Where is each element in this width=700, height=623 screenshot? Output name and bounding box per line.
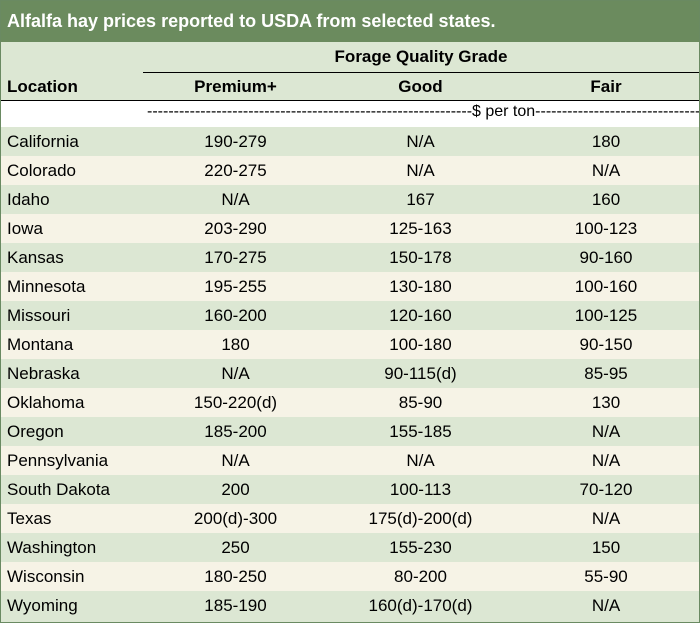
table-row: Missouri 160-200 120-160 100-125	[1, 301, 699, 330]
location-cell: Wisconsin	[7, 567, 85, 586]
good-cell: N/A	[406, 451, 435, 470]
good-cell: 155-185	[389, 422, 452, 441]
good-cell: 175(d)-200(d)	[368, 509, 473, 528]
premium-cell: N/A	[221, 364, 250, 383]
premium-cell: 220-275	[204, 161, 267, 180]
location-cell: South Dakota	[7, 480, 111, 499]
table-row: Wyoming 185-190 160(d)-170(d) N/A	[1, 591, 699, 620]
table-row: Colorado 220-275 N/A N/A	[1, 156, 699, 185]
fair-cell: 100-160	[574, 277, 638, 296]
table-row: Oregon 185-200 155-185 N/A	[1, 417, 699, 446]
premium-cell: 250	[221, 538, 250, 557]
table-row: Oklahoma 150-220(d) 85-90 130	[1, 388, 699, 417]
column-header-good: Good	[398, 77, 443, 96]
column-header-location: Location	[7, 77, 78, 96]
table-row: Minnesota 195-255 130-180 100-160	[1, 272, 699, 301]
fair-cell: N/A	[591, 422, 621, 441]
location-cell: Nebraska	[7, 364, 80, 383]
fair-cell: N/A	[591, 161, 621, 180]
fair-cell: 150	[591, 538, 621, 557]
premium-cell: 185-200	[204, 422, 267, 441]
location-cell: Colorado	[7, 161, 76, 180]
location-cell: Oklahoma	[7, 393, 85, 412]
location-cell: Idaho	[7, 190, 50, 209]
premium-cell: 200(d)-300	[193, 509, 278, 528]
table-row: Idaho N/A 167 160	[1, 185, 699, 214]
good-cell: 100-180	[389, 335, 452, 354]
good-cell: 160(d)-170(d)	[368, 596, 473, 615]
table-row: Iowa 203-290 125-163 100-123	[1, 214, 699, 243]
table-row: Wisconsin 180-250 80-200 55-90	[1, 562, 699, 591]
fair-cell: 180	[591, 132, 621, 151]
good-cell: 120-160	[389, 306, 452, 325]
table-body: California 190-279 N/A 180 Colorado 220-275 N…	[1, 127, 699, 620]
unit-label: ----------------------------------------…	[147, 103, 699, 120]
fair-cell: 130	[591, 393, 621, 412]
column-header-premium: Premium+	[194, 77, 277, 96]
good-cell: 130-180	[389, 277, 452, 296]
premium-cell: 195-255	[204, 277, 267, 296]
good-cell: 125-163	[389, 219, 452, 238]
good-cell: 167	[406, 190, 435, 209]
premium-cell: 170-275	[204, 248, 267, 267]
fair-cell: N/A	[591, 596, 621, 615]
good-cell: N/A	[406, 161, 435, 180]
fair-cell: 85-95	[584, 364, 628, 383]
fair-cell: 90-160	[579, 248, 633, 267]
fair-cell: N/A	[591, 509, 621, 528]
table-row: Kansas 170-275 150-178 90-160	[1, 243, 699, 272]
good-cell: 90-115(d)	[384, 364, 457, 383]
location-cell: Oregon	[7, 422, 64, 441]
premium-cell: 180-250	[204, 567, 267, 586]
table-row: South Dakota 200 100-113 70-120	[1, 475, 699, 504]
group-header: Forage Quality Grade	[334, 47, 508, 66]
location-cell: Missouri	[7, 306, 71, 325]
location-cell: Pennsylvania	[7, 451, 109, 470]
group-header-rule	[143, 72, 699, 73]
good-cell: 150-178	[389, 248, 452, 267]
good-cell: 100-113	[389, 480, 452, 499]
fair-cell: 160	[591, 190, 621, 209]
good-cell: N/A	[406, 132, 435, 151]
header-rule	[1, 100, 699, 101]
location-cell: Kansas	[7, 248, 64, 267]
premium-cell: 203-290	[204, 219, 267, 238]
good-cell: 80-200	[394, 567, 447, 586]
location-cell: Washington	[7, 538, 97, 557]
table-row: California 190-279 N/A 180	[1, 127, 699, 156]
location-cell: Texas	[7, 509, 52, 528]
premium-cell: 160-200	[204, 306, 267, 325]
premium-cell: N/A	[221, 190, 250, 209]
premium-cell: 200	[221, 480, 250, 499]
location-cell: Iowa	[7, 219, 43, 238]
premium-cell: 185-190	[204, 596, 267, 615]
table-row: Pennsylvania N/A N/A N/A	[1, 446, 699, 475]
premium-cell: 150-220(d)	[193, 393, 278, 412]
table-row: Washington 250 155-230 150	[1, 533, 699, 562]
table-row: Nebraska N/A 90-115(d) 85-95	[1, 359, 699, 388]
fair-cell: 90-150	[579, 335, 633, 354]
fair-cell: 70-120	[579, 480, 633, 499]
fair-cell: N/A	[591, 451, 621, 470]
good-cell: 155-230	[389, 538, 452, 557]
good-cell: 85-90	[398, 393, 443, 412]
table-row: Montana 180 100-180 90-150	[1, 330, 699, 359]
column-header-fair: Fair	[590, 77, 622, 96]
table-row: Texas 200(d)-300 175(d)-200(d) N/A	[1, 504, 699, 533]
unit-row: ----------------------------------------…	[1, 101, 699, 127]
location-cell: Montana	[7, 335, 74, 354]
table-header: Forage Quality Grade Location Premium+ G…	[1, 42, 699, 101]
premium-cell: 190-279	[204, 132, 267, 151]
fair-cell: 100-125	[574, 306, 638, 325]
premium-cell: 180	[221, 335, 250, 354]
fair-cell: 100-123	[574, 219, 638, 238]
table-title: Alfalfa hay prices reported to USDA from…	[1, 1, 699, 42]
premium-cell: N/A	[221, 451, 250, 470]
location-cell: Minnesota	[7, 277, 86, 296]
location-cell: Wyoming	[7, 596, 78, 615]
location-cell: California	[7, 132, 79, 151]
fair-cell: 55-90	[584, 567, 628, 586]
